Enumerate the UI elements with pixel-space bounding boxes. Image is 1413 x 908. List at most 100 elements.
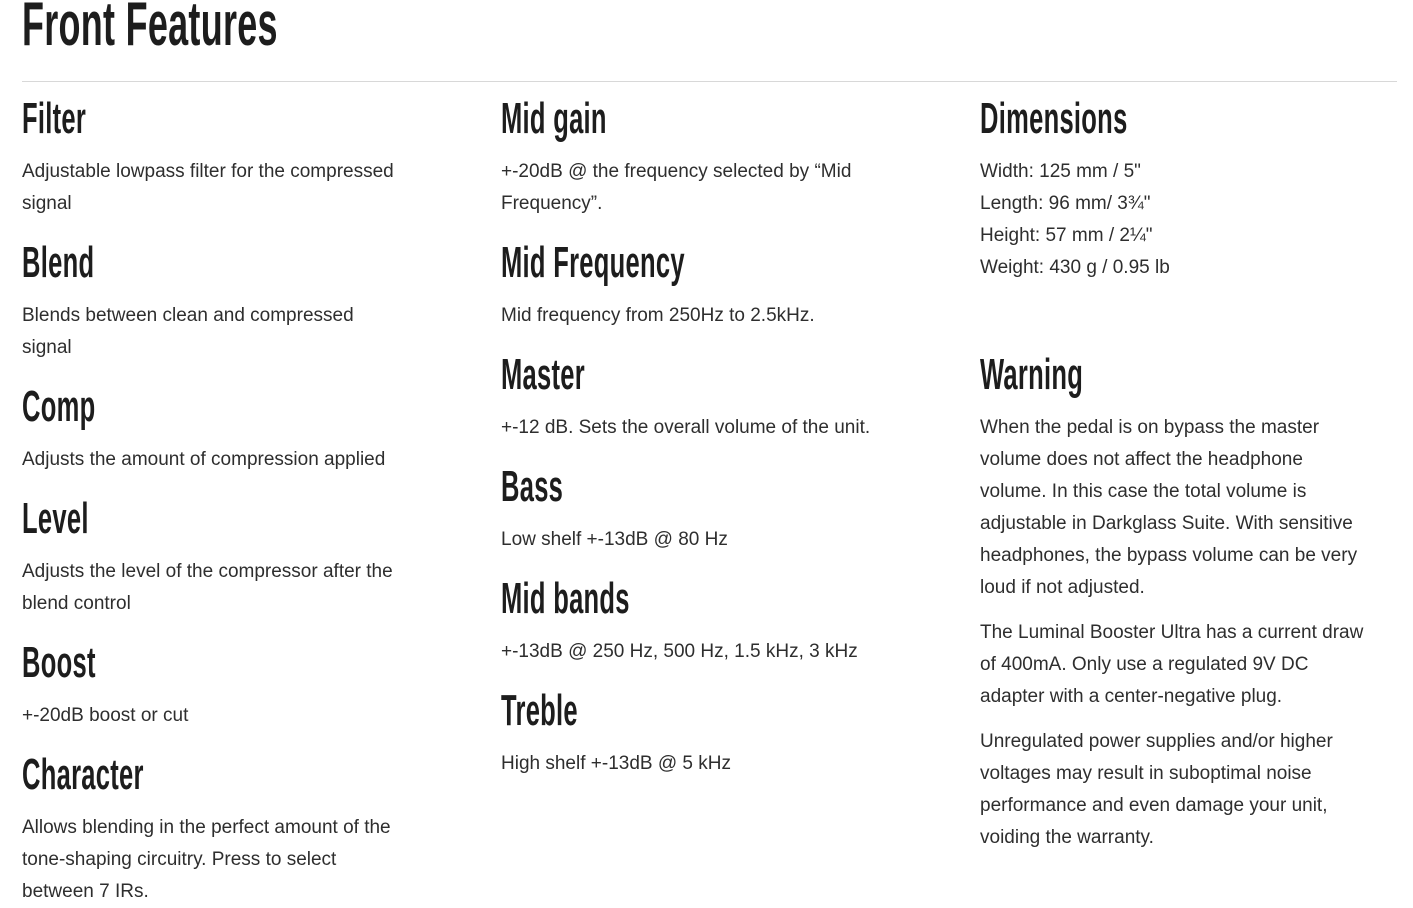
body-line: signal (22, 193, 72, 214)
spec-length: Length: 96 mm/ 3¾" (980, 193, 1151, 214)
section-heading: Treble (501, 688, 938, 734)
section-paragraph: +-20dB boost or cut (22, 700, 459, 732)
section-paragraph: +-20dB @ the frequency selected by “Mid … (501, 156, 938, 220)
section-mid-bands: Mid bands +-13dB @ 250 Hz, 500 Hz, 1.5 k… (501, 576, 938, 668)
spec-height: Height: 57 mm / 2¼" (980, 225, 1153, 246)
section-dimensions: Dimensions Width: 125 mm / 5" Length: 96… (980, 96, 1397, 284)
body-line: +-20dB @ the frequency selected by “Mid (501, 161, 852, 182)
section-paragraph: +-13dB @ 250 Hz, 500 Hz, 1.5 kHz, 3 kHz (501, 636, 938, 668)
body-line: voltages may result in suboptimal noise (980, 763, 1312, 784)
page-title-text: Front Features (22, 0, 278, 59)
body-line: headphones, the bypass volume can be ver… (980, 545, 1358, 566)
body-line: Adjusts the level of the compressor afte… (22, 561, 393, 582)
body-line: of 400mA. Only use a regulated 9V DC (980, 654, 1309, 675)
section-heading-text: Mid gain (501, 94, 607, 143)
column-front-controls: Filter Adjustable lowpass filter for the… (22, 96, 459, 908)
section-heading: Mid Frequency (501, 240, 938, 286)
section-level: Level Adjusts the level of the compresso… (22, 496, 459, 620)
section-heading-text: Treble (501, 686, 578, 735)
section-paragraph: +-12 dB. Sets the overall volume of the … (501, 412, 938, 444)
section-mid-frequency: Mid Frequency Mid frequency from 250Hz t… (501, 240, 938, 332)
column-eq-controls: Mid gain +-20dB @ the frequency selected… (501, 96, 938, 908)
body-line: +-13dB @ 250 Hz, 500 Hz, 1.5 kHz, 3 kHz (501, 641, 858, 662)
body-line: Unregulated power supplies and/or higher (980, 731, 1333, 752)
section-heading: Level (22, 496, 459, 542)
body-line: Blends between clean and compressed (22, 305, 354, 326)
body-line: Adjusts the amount of compression applie… (22, 449, 386, 470)
section-paragraph: Blends between clean and compressed sign… (22, 300, 459, 364)
body-line: The Luminal Booster Ultra has a current … (980, 622, 1364, 643)
section-paragraph: Adjusts the amount of compression applie… (22, 444, 459, 476)
section-blend: Blend Blends between clean and compresse… (22, 240, 459, 364)
section-bass: Bass Low shelf +-13dB @ 80 Hz (501, 464, 938, 556)
section-heading: Filter (22, 96, 459, 142)
warning-paragraph-1: When the pedal is on bypass the master v… (980, 412, 1397, 604)
section-heading: Mid gain (501, 96, 938, 142)
section-heading-text: Boost (22, 638, 96, 687)
body-line: loud if not adjusted. (980, 577, 1145, 598)
spec-weight: Weight: 430 g / 0.95 lb (980, 257, 1170, 278)
section-warning: Warning When the pedal is on bypass the … (980, 352, 1397, 854)
section-heading: Comp (22, 384, 459, 430)
body-line: performance and even damage your unit, (980, 795, 1328, 816)
section-heading-text: Mid bands (501, 574, 630, 623)
section-heading: Blend (22, 240, 459, 286)
warning-paragraph-2: The Luminal Booster Ultra has a current … (980, 617, 1397, 713)
spec-width: Width: 125 mm / 5" (980, 161, 1141, 182)
page-title: Front Features (22, 0, 1397, 60)
section-master: Master +-12 dB. Sets the overall volume … (501, 352, 938, 444)
body-line: Allows blending in the perfect amount of… (22, 817, 391, 838)
section-heading-text: Filter (22, 94, 87, 143)
section-heading: Dimensions (980, 96, 1397, 142)
section-heading: Bass (501, 464, 938, 510)
column-specs: Dimensions Width: 125 mm / 5" Length: 96… (980, 96, 1397, 908)
section-heading-text: Warning (980, 350, 1084, 399)
body-line: between 7 IRs. (22, 881, 149, 902)
section-heading: Mid bands (501, 576, 938, 622)
section-treble: Treble High shelf +-13dB @ 5 kHz (501, 688, 938, 780)
body-line: +-20dB boost or cut (22, 705, 189, 726)
section-character: Character Allows blending in the perfect… (22, 752, 459, 908)
section-paragraph: Width: 125 mm / 5" Length: 96 mm/ 3¾" He… (980, 156, 1397, 284)
section-paragraph: Low shelf +-13dB @ 80 Hz (501, 524, 938, 556)
section-paragraph: Adjusts the level of the compressor afte… (22, 556, 459, 620)
body-line: Adjustable lowpass filter for the compre… (22, 161, 394, 182)
body-line: Low shelf +-13dB @ 80 Hz (501, 529, 728, 550)
body-line: High shelf +-13dB @ 5 kHz (501, 753, 731, 774)
section-heading-text: Bass (501, 462, 564, 511)
divider (22, 81, 1397, 82)
section-heading-text: Dimensions (980, 94, 1128, 143)
body-line: voiding the warranty. (980, 827, 1154, 848)
section-mid-gain: Mid gain +-20dB @ the frequency selected… (501, 96, 938, 220)
section-paragraph: Adjustable lowpass filter for the compre… (22, 156, 459, 220)
body-line: Frequency”. (501, 193, 603, 214)
body-line: volume. In this case the total volume is (980, 481, 1307, 502)
features-grid: Filter Adjustable lowpass filter for the… (22, 96, 1397, 908)
body-line: +-12 dB. Sets the overall volume of the … (501, 417, 871, 438)
section-paragraph: Allows blending in the perfect amount of… (22, 812, 459, 908)
section-heading-text: Master (501, 350, 586, 399)
section-comp: Comp Adjusts the amount of compression a… (22, 384, 459, 476)
section-heading-text: Blend (22, 238, 95, 287)
section-heading-text: Level (22, 494, 89, 543)
section-filter: Filter Adjustable lowpass filter for the… (22, 96, 459, 220)
body-line: adjustable in Darkglass Suite. With sens… (980, 513, 1353, 534)
body-line: signal (22, 337, 72, 358)
body-line: adapter with a center-negative plug. (980, 686, 1283, 707)
section-boost: Boost +-20dB boost or cut (22, 640, 459, 732)
warning-paragraph-3: Unregulated power supplies and/or higher… (980, 726, 1397, 854)
section-heading: Character (22, 752, 459, 798)
section-heading-text: Mid Frequency (501, 238, 685, 287)
body-line: volume does not affect the headphone (980, 449, 1303, 470)
section-paragraph: Mid frequency from 250Hz to 2.5kHz. (501, 300, 938, 332)
body-line: When the pedal is on bypass the master (980, 417, 1320, 438)
section-heading-text: Character (22, 750, 144, 799)
body-line: blend control (22, 593, 131, 614)
body-line: Mid frequency from 250Hz to 2.5kHz. (501, 305, 815, 326)
section-heading: Boost (22, 640, 459, 686)
section-paragraph: High shelf +-13dB @ 5 kHz (501, 748, 938, 780)
section-heading: Warning (980, 352, 1397, 398)
body-line: tone-shaping circuitry. Press to select (22, 849, 337, 870)
section-heading-text: Comp (22, 382, 96, 431)
section-heading: Master (501, 352, 938, 398)
